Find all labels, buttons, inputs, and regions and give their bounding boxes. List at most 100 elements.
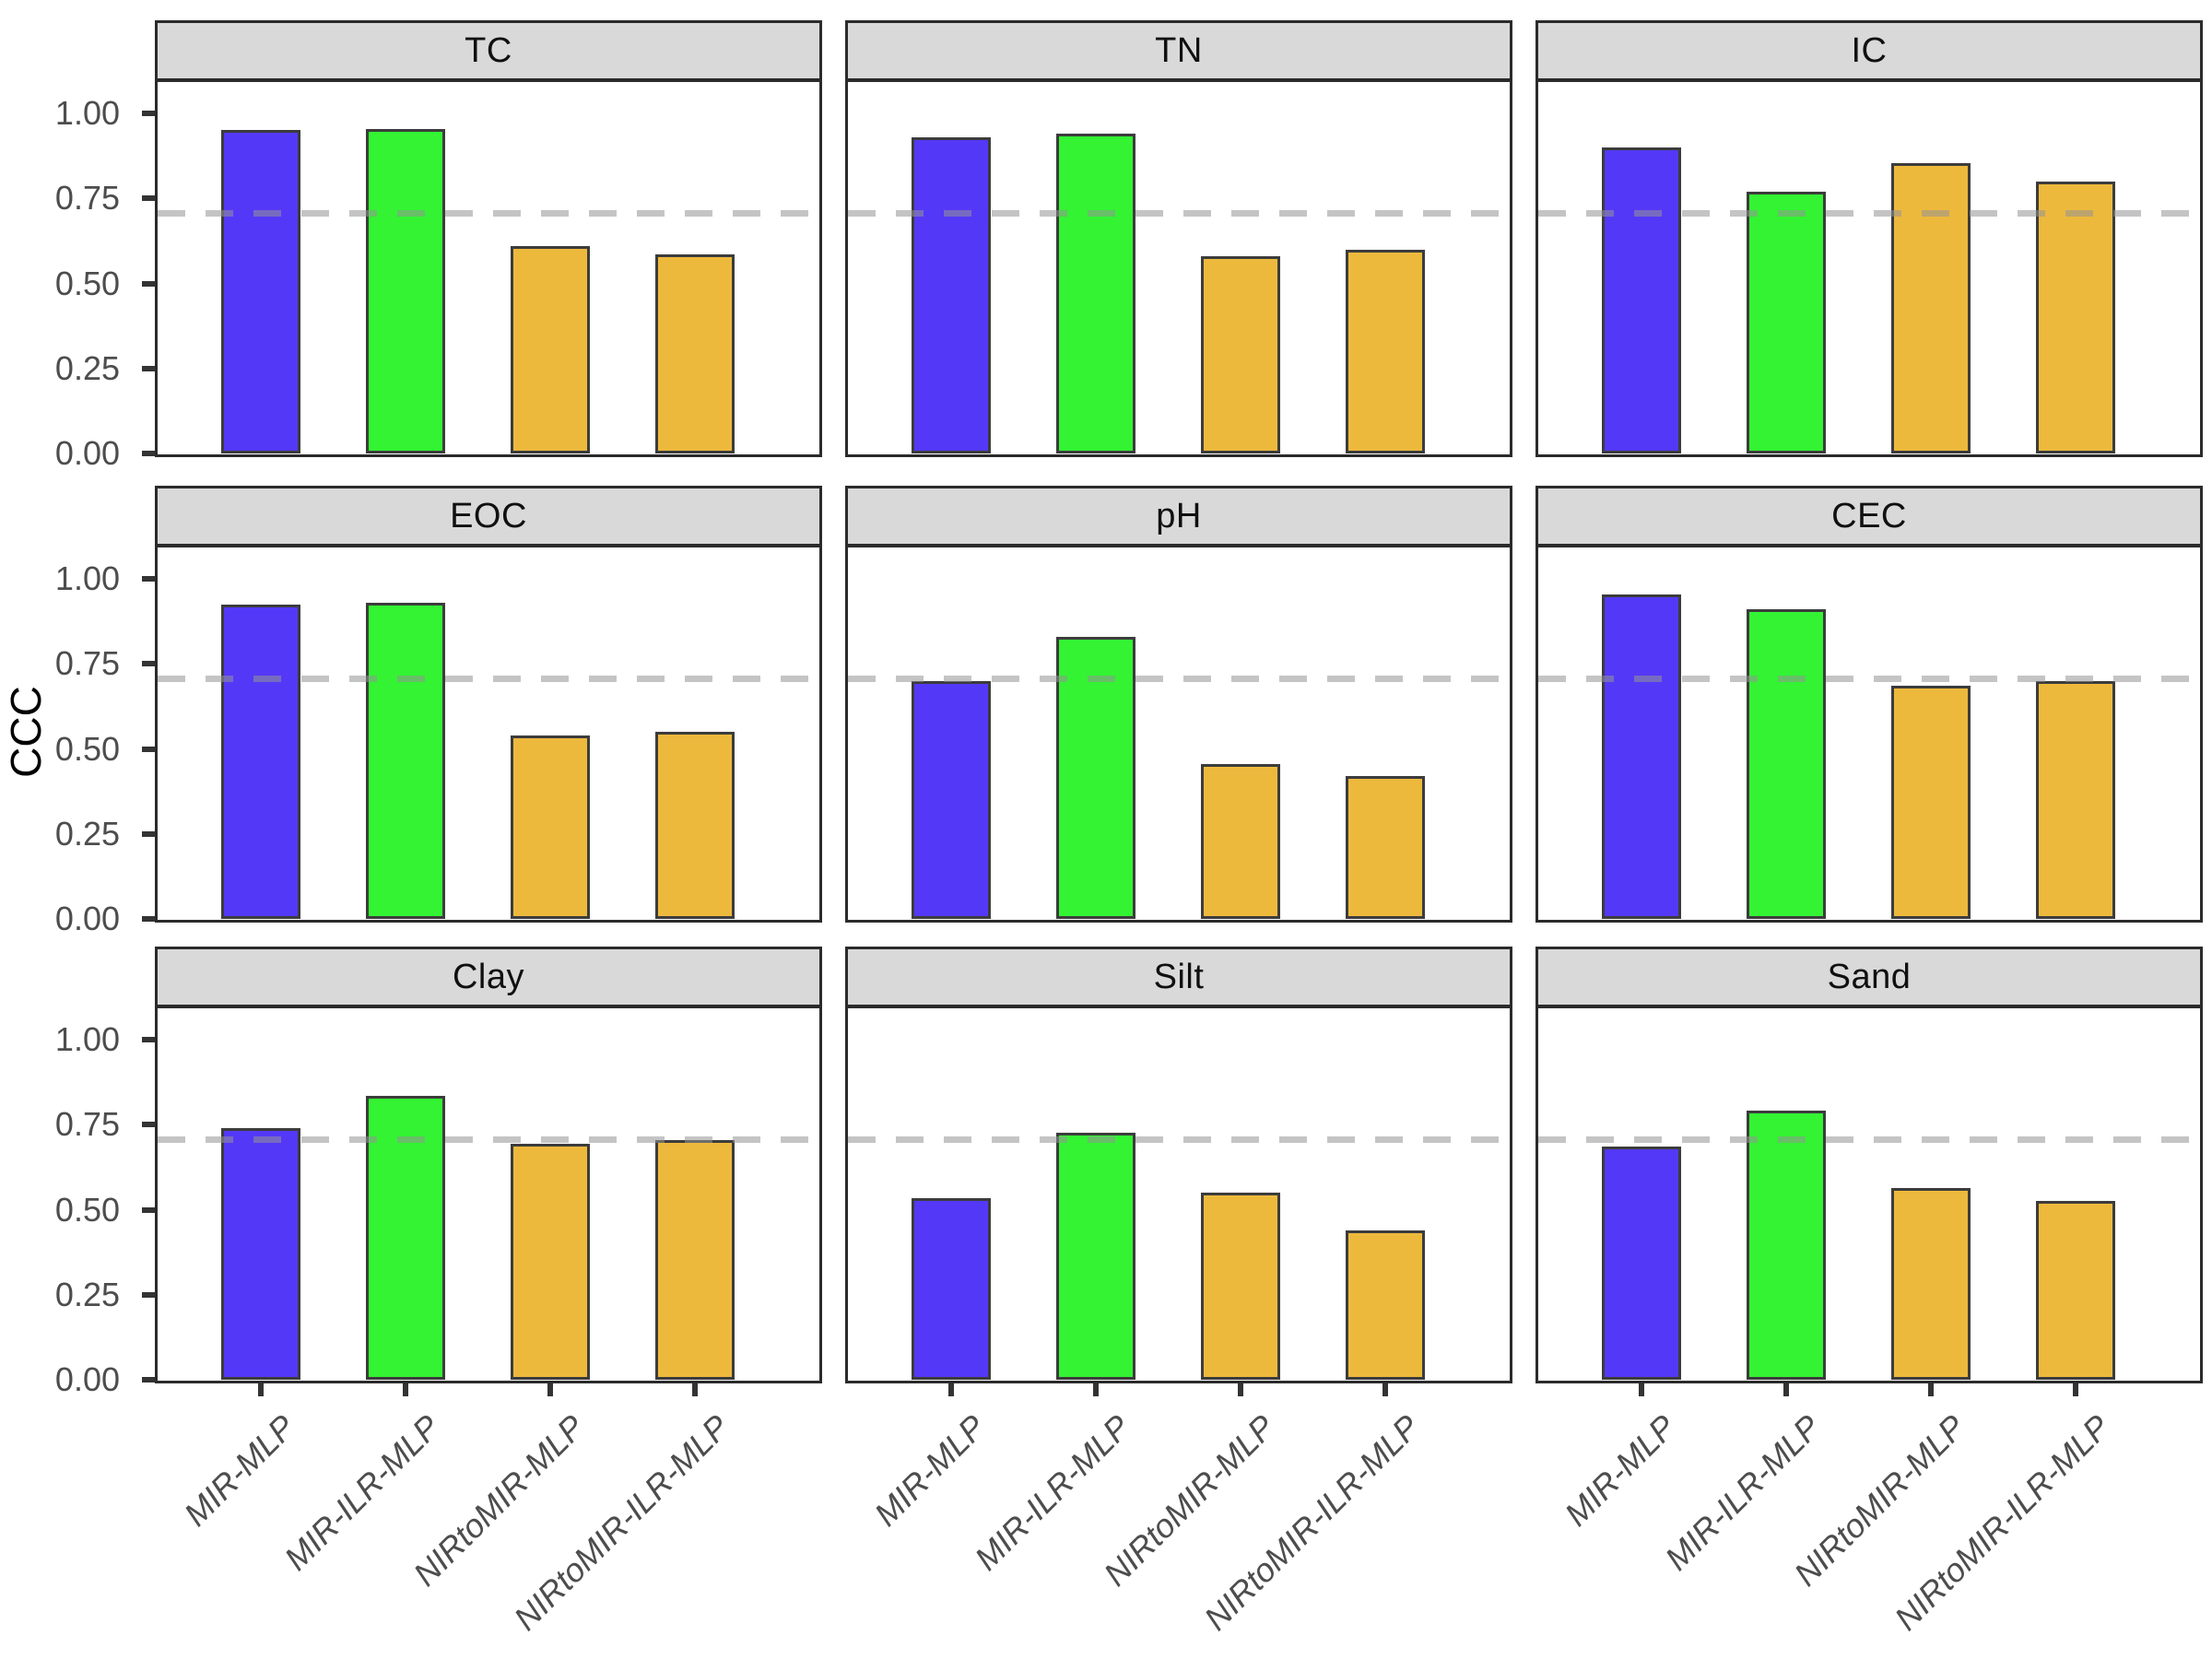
facet-panel-Clay [155, 1006, 822, 1383]
x-tick-mark [2073, 1383, 2078, 1396]
y-tick-mark [142, 195, 155, 201]
y-tick-mark [142, 831, 155, 837]
y-tick-label: 1.00 [54, 1020, 120, 1058]
x-tick-mark [948, 1383, 954, 1396]
bar-MIR-ILR-MLP [1747, 1111, 1826, 1380]
x-tick-label: MIR-MLP [1557, 1407, 1683, 1534]
y-tick-mark [142, 281, 155, 287]
y-tick-mark [142, 1037, 155, 1042]
y-tick-mark [142, 576, 155, 582]
facet-panel-Sand [1535, 1006, 2203, 1383]
bar-MIR-MLP [1602, 594, 1681, 919]
facet-panel-Silt [845, 1006, 1512, 1383]
bar-NIRtoMIR-MLP [511, 1144, 590, 1380]
reference-line-0.70 [848, 210, 1510, 217]
bar-NIRtoMIR-MLP [1891, 686, 1971, 919]
y-tick-mark [142, 1122, 155, 1127]
bar-MIR-MLP [1602, 147, 1681, 453]
bar-MIR-MLP [912, 681, 991, 919]
facet-panel-pH [845, 545, 1512, 923]
y-tick-label: 1.00 [54, 94, 120, 132]
bar-NIRtoMIR-ILR-MLP [1346, 776, 1425, 919]
bar-MIR-MLP [221, 1128, 300, 1380]
bar-MIR-ILR-MLP [366, 603, 445, 919]
x-tick-mark [1093, 1383, 1099, 1396]
bar-MIR-MLP [1602, 1147, 1681, 1380]
facet-panel-TC [155, 79, 822, 457]
x-tick-mark [1238, 1383, 1243, 1396]
facet-panel-EOC [155, 545, 822, 923]
facet-strip-TN: TN [845, 20, 1512, 81]
bar-MIR-MLP [221, 130, 300, 453]
facet-panel-IC [1535, 79, 2203, 457]
y-tick-label: 0.00 [54, 900, 120, 937]
facet-strip-pH: pH [845, 486, 1512, 547]
bar-NIRtoMIR-MLP [1201, 1193, 1280, 1380]
y-tick-label: 0.75 [54, 179, 120, 217]
x-tick-mark [692, 1383, 698, 1396]
reference-line-0.70 [848, 676, 1510, 682]
bar-MIR-MLP [221, 605, 300, 919]
reference-line-0.70 [1538, 1136, 2200, 1143]
y-tick-mark [142, 916, 155, 922]
y-tick-label: 0.75 [54, 1105, 120, 1143]
reference-line-0.70 [158, 210, 819, 217]
y-tick-mark [142, 1292, 155, 1298]
bar-NIRtoMIR-ILR-MLP [1346, 1230, 1425, 1380]
reference-line-0.70 [1538, 676, 2200, 682]
reference-line-0.70 [848, 1136, 1510, 1143]
x-tick-mark [547, 1383, 553, 1396]
y-tick-label: 0.25 [54, 1276, 120, 1313]
y-tick-label: 0.00 [54, 434, 120, 472]
y-tick-mark [142, 1377, 155, 1382]
y-tick-mark [142, 661, 155, 666]
reference-line-0.70 [158, 1136, 819, 1143]
bar-NIRtoMIR-MLP [1201, 256, 1280, 453]
bar-NIRtoMIR-MLP [1891, 1188, 1971, 1380]
y-tick-mark [142, 451, 155, 456]
x-tick-mark [403, 1383, 408, 1396]
reference-line-0.70 [158, 676, 819, 682]
bar-NIRtoMIR-ILR-MLP [655, 732, 735, 919]
facet-strip-TC: TC [155, 20, 822, 81]
y-tick-label: 0.75 [54, 644, 120, 682]
x-tick-mark [1928, 1383, 1934, 1396]
facet-strip-Clay: Clay [155, 947, 822, 1007]
bar-MIR-ILR-MLP [1056, 1133, 1135, 1380]
x-tick-mark [1639, 1383, 1644, 1396]
facet-strip-Sand: Sand [1535, 947, 2203, 1007]
x-tick-label: MIR-MLP [866, 1407, 993, 1534]
y-tick-label: 0.50 [54, 1191, 120, 1229]
x-tick-mark [258, 1383, 264, 1396]
y-tick-label: 0.25 [54, 815, 120, 853]
y-tick-label: 0.50 [54, 730, 120, 768]
y-tick-mark [142, 111, 155, 116]
bar-NIRtoMIR-MLP [1891, 163, 1971, 453]
bar-NIRtoMIR-MLP [511, 246, 590, 453]
bar-NIRtoMIR-ILR-MLP [1346, 250, 1425, 453]
y-tick-mark [142, 366, 155, 371]
facet-strip-IC: IC [1535, 20, 2203, 81]
bar-MIR-MLP [912, 1198, 991, 1380]
bar-NIRtoMIR-ILR-MLP [2036, 681, 2115, 919]
bar-MIR-ILR-MLP [1747, 192, 1826, 453]
y-tick-label: 1.00 [54, 559, 120, 597]
bar-MIR-ILR-MLP [1056, 134, 1135, 453]
y-tick-mark [142, 747, 155, 752]
facet-panel-CEC [1535, 545, 2203, 923]
bar-NIRtoMIR-ILR-MLP [655, 254, 735, 453]
y-tick-label: 0.50 [54, 265, 120, 302]
bar-NIRtoMIR-MLP [1201, 764, 1280, 919]
bar-MIR-ILR-MLP [1056, 637, 1135, 919]
x-tick-mark [1783, 1383, 1789, 1396]
x-tick-label: MIR-MLP [176, 1407, 302, 1534]
bar-NIRtoMIR-ILR-MLP [2036, 182, 2115, 453]
bar-MIR-ILR-MLP [366, 1096, 445, 1380]
reference-line-0.70 [1538, 210, 2200, 217]
bar-MIR-ILR-MLP [366, 129, 445, 453]
bar-MIR-MLP [912, 137, 991, 453]
x-tick-mark [1382, 1383, 1388, 1396]
facet-panel-TN [845, 79, 1512, 457]
facet-strip-CEC: CEC [1535, 486, 2203, 547]
